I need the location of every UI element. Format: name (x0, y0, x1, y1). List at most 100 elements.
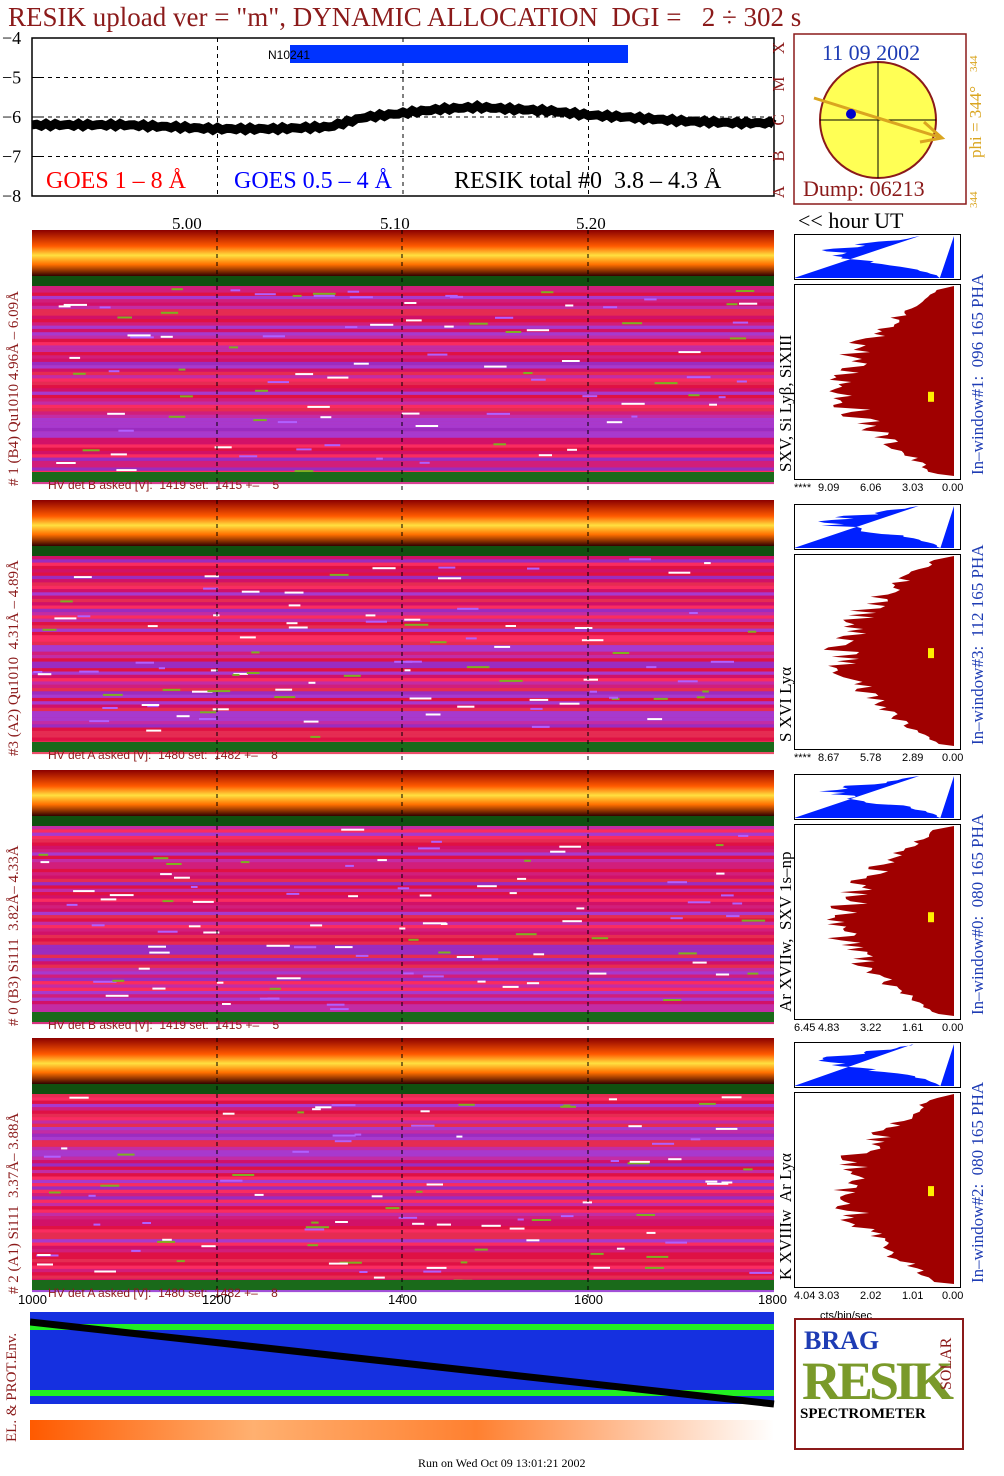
detector-0-label: # 1 (B4) Qu1010 4.96Å – 6.09Å (6, 291, 22, 486)
run-timestamp: Run on Wed Oct 09 13:01:21 2002 (418, 1456, 586, 1470)
n10241-bar (290, 45, 628, 63)
detector-0-pha-tick-0: **** (794, 482, 812, 494)
pha-top-histogram (794, 236, 954, 278)
detector-0-hv: HV det B asked [V]: 1419 set: 1415 +– 5 (48, 478, 280, 492)
intensity-band (32, 1038, 774, 1084)
page-title: RESIK upload ver = "m", DYNAMIC ALLOCATI… (8, 2, 802, 32)
detector-2-pha-tick-1: 4.83 (818, 1022, 840, 1034)
pha-top-histogram (794, 776, 954, 818)
env-band-bottom (30, 1390, 774, 1396)
env-color-bar (30, 1420, 774, 1440)
detector-2-hv: HV det B asked [V]: 1419 set: 1415 +– 5 (48, 1018, 280, 1032)
intensity-band (32, 230, 774, 276)
green-band-bottom (32, 1280, 774, 1290)
intensity-band (32, 770, 774, 816)
pha-window-marker (928, 912, 934, 923)
detector-2-pha-tick-0: 6.45 (794, 1022, 816, 1034)
green-band-bottom (32, 742, 774, 752)
goes-class-a: A (769, 185, 788, 198)
goes-class-b: B (769, 150, 788, 161)
detector-3-pha-tick-1: 3.03 (818, 1290, 840, 1302)
goes-blue-legend: GOES 0.5 – 4 Å (234, 168, 393, 194)
detector-2-pha-tick-3: 1.61 (902, 1022, 924, 1034)
goes-y-ticks: −4 −5 −6 −7 −8 (2, 30, 40, 206)
detector-2-pha-tick-2: 3.22 (860, 1022, 882, 1034)
pha-top-histogram (794, 506, 954, 548)
pha-histogram (833, 1094, 954, 1284)
green-band-top (32, 276, 774, 286)
goes-class-m: M (769, 76, 788, 91)
channel-axis: 1000 1200 1400 1600 1800 (0, 1292, 790, 1312)
detector-3-pha-tick-0: 4.04 (794, 1290, 816, 1302)
detector-0-pha-tick-3: 3.03 (902, 482, 924, 494)
goes-y-tick-1: −4 (2, 30, 21, 48)
detector-2-pha-bottom (794, 824, 961, 1020)
detector-1-pha-tick-1: 8.67 (818, 752, 840, 764)
hour-ut-label: << hour UT (798, 208, 904, 233)
detector-1-pha-tick-3: 2.89 (902, 752, 924, 764)
goes-class-x: X (769, 42, 788, 54)
time-tick-1: 5.00 (172, 214, 202, 233)
env-band-top (30, 1324, 774, 1330)
detector-1-pha-top (794, 504, 961, 550)
goes-resik-total-line (31, 99, 777, 136)
goes-y-tick-2: −5 (2, 68, 21, 88)
detector-3-hv: HV det A asked [V]: 1480 set: 1482 +– 8 (48, 1286, 278, 1300)
goes-class-c: C (769, 114, 788, 125)
goes-series (31, 99, 777, 136)
logo-brag: BRAG (804, 1326, 880, 1355)
pha-histogram (826, 826, 954, 1016)
environment-panel (30, 1312, 775, 1440)
detector-1-window: In–window#3: 112 165 PHA (968, 544, 987, 745)
detector-2-window: In–window#0: 080 165 PHA (968, 813, 987, 1015)
phi-bottom-value: 344 (968, 191, 980, 209)
pha-histogram (829, 286, 954, 476)
pha-window-marker (928, 391, 934, 402)
sun-date: 11 09 2002 (822, 40, 921, 65)
detector-3-pha-top (794, 1042, 961, 1088)
detector-3-pha-tick-4: 0.00 (942, 1290, 964, 1302)
green-band-top (32, 816, 774, 826)
detector-0-pha-tick-4: 0.00 (942, 482, 964, 494)
env-trend-line (30, 1318, 775, 1408)
active-region-label: N10241 (268, 48, 311, 62)
logo-solar: SOLAR (938, 1337, 955, 1390)
goes-y-tick-3: −6 (2, 107, 21, 127)
goes-class-letters: X M C B A (769, 42, 788, 198)
detector-1-pha-tick-4: 0.00 (942, 752, 964, 764)
green-band-bottom (32, 1012, 774, 1022)
sun-position-panel (793, 33, 967, 205)
channel-tick-2: 1200 (202, 1292, 231, 1307)
pha-histogram (823, 556, 954, 746)
logo-resik: RESIK (802, 1351, 954, 1411)
detector-2-label: # 0 (B3) Si111 3.82Å– 4.33Å (6, 845, 22, 1026)
detector-0-pha-bottom (794, 284, 961, 480)
detector-3-pha-tick-3: 1.01 (902, 1290, 924, 1302)
goes-grid (32, 38, 774, 196)
resik-total-legend: RESIK total #0 3.8 – 4.3 Å (454, 168, 722, 194)
dump-number: Dump: 06213 (803, 176, 925, 201)
green-band-top (32, 546, 774, 556)
goes-y-tick-4: −7 (2, 147, 21, 167)
detector-0-pha-tick-2: 6.06 (860, 482, 882, 494)
detector-0-lines: SXV, Si Lyβ, SiXIII (776, 334, 795, 472)
detector-2-pha-tick-4: 0.00 (942, 1022, 964, 1034)
channel-tick-3: 1400 (388, 1292, 417, 1307)
detector-1-pha-tick-0: **** (794, 752, 812, 764)
goes-y-tick-5: −8 (2, 186, 21, 206)
env-label: EL. & PROT.Env. (4, 1332, 20, 1442)
active-region-dot (846, 109, 856, 119)
goes-red-legend: GOES 1 – 8 Å (46, 168, 187, 194)
detector-0-pha-tick-1: 9.09 (818, 482, 840, 494)
intensity-band (32, 500, 774, 546)
phi-direction-arrow (813, 96, 943, 140)
phi-label: phi = 344° (966, 85, 985, 158)
time-tick-2: 5.10 (380, 214, 410, 233)
logo-spectrometer: SPECTROMETER (800, 1406, 926, 1422)
detector-3-pha-tick-2: 2.02 (860, 1290, 882, 1302)
channel-tick-1: 1000 (18, 1292, 47, 1307)
goes-lightcurve-chart: −4 −5 −6 −7 −8 X M C B A (2, 30, 788, 206)
time-tick-3: 5.20 (576, 214, 606, 233)
detector-3-spectrogram (32, 1038, 774, 1300)
detector-3-label: # 2 (A1) Si111 3.37Å– 3.88Å (6, 1112, 22, 1294)
